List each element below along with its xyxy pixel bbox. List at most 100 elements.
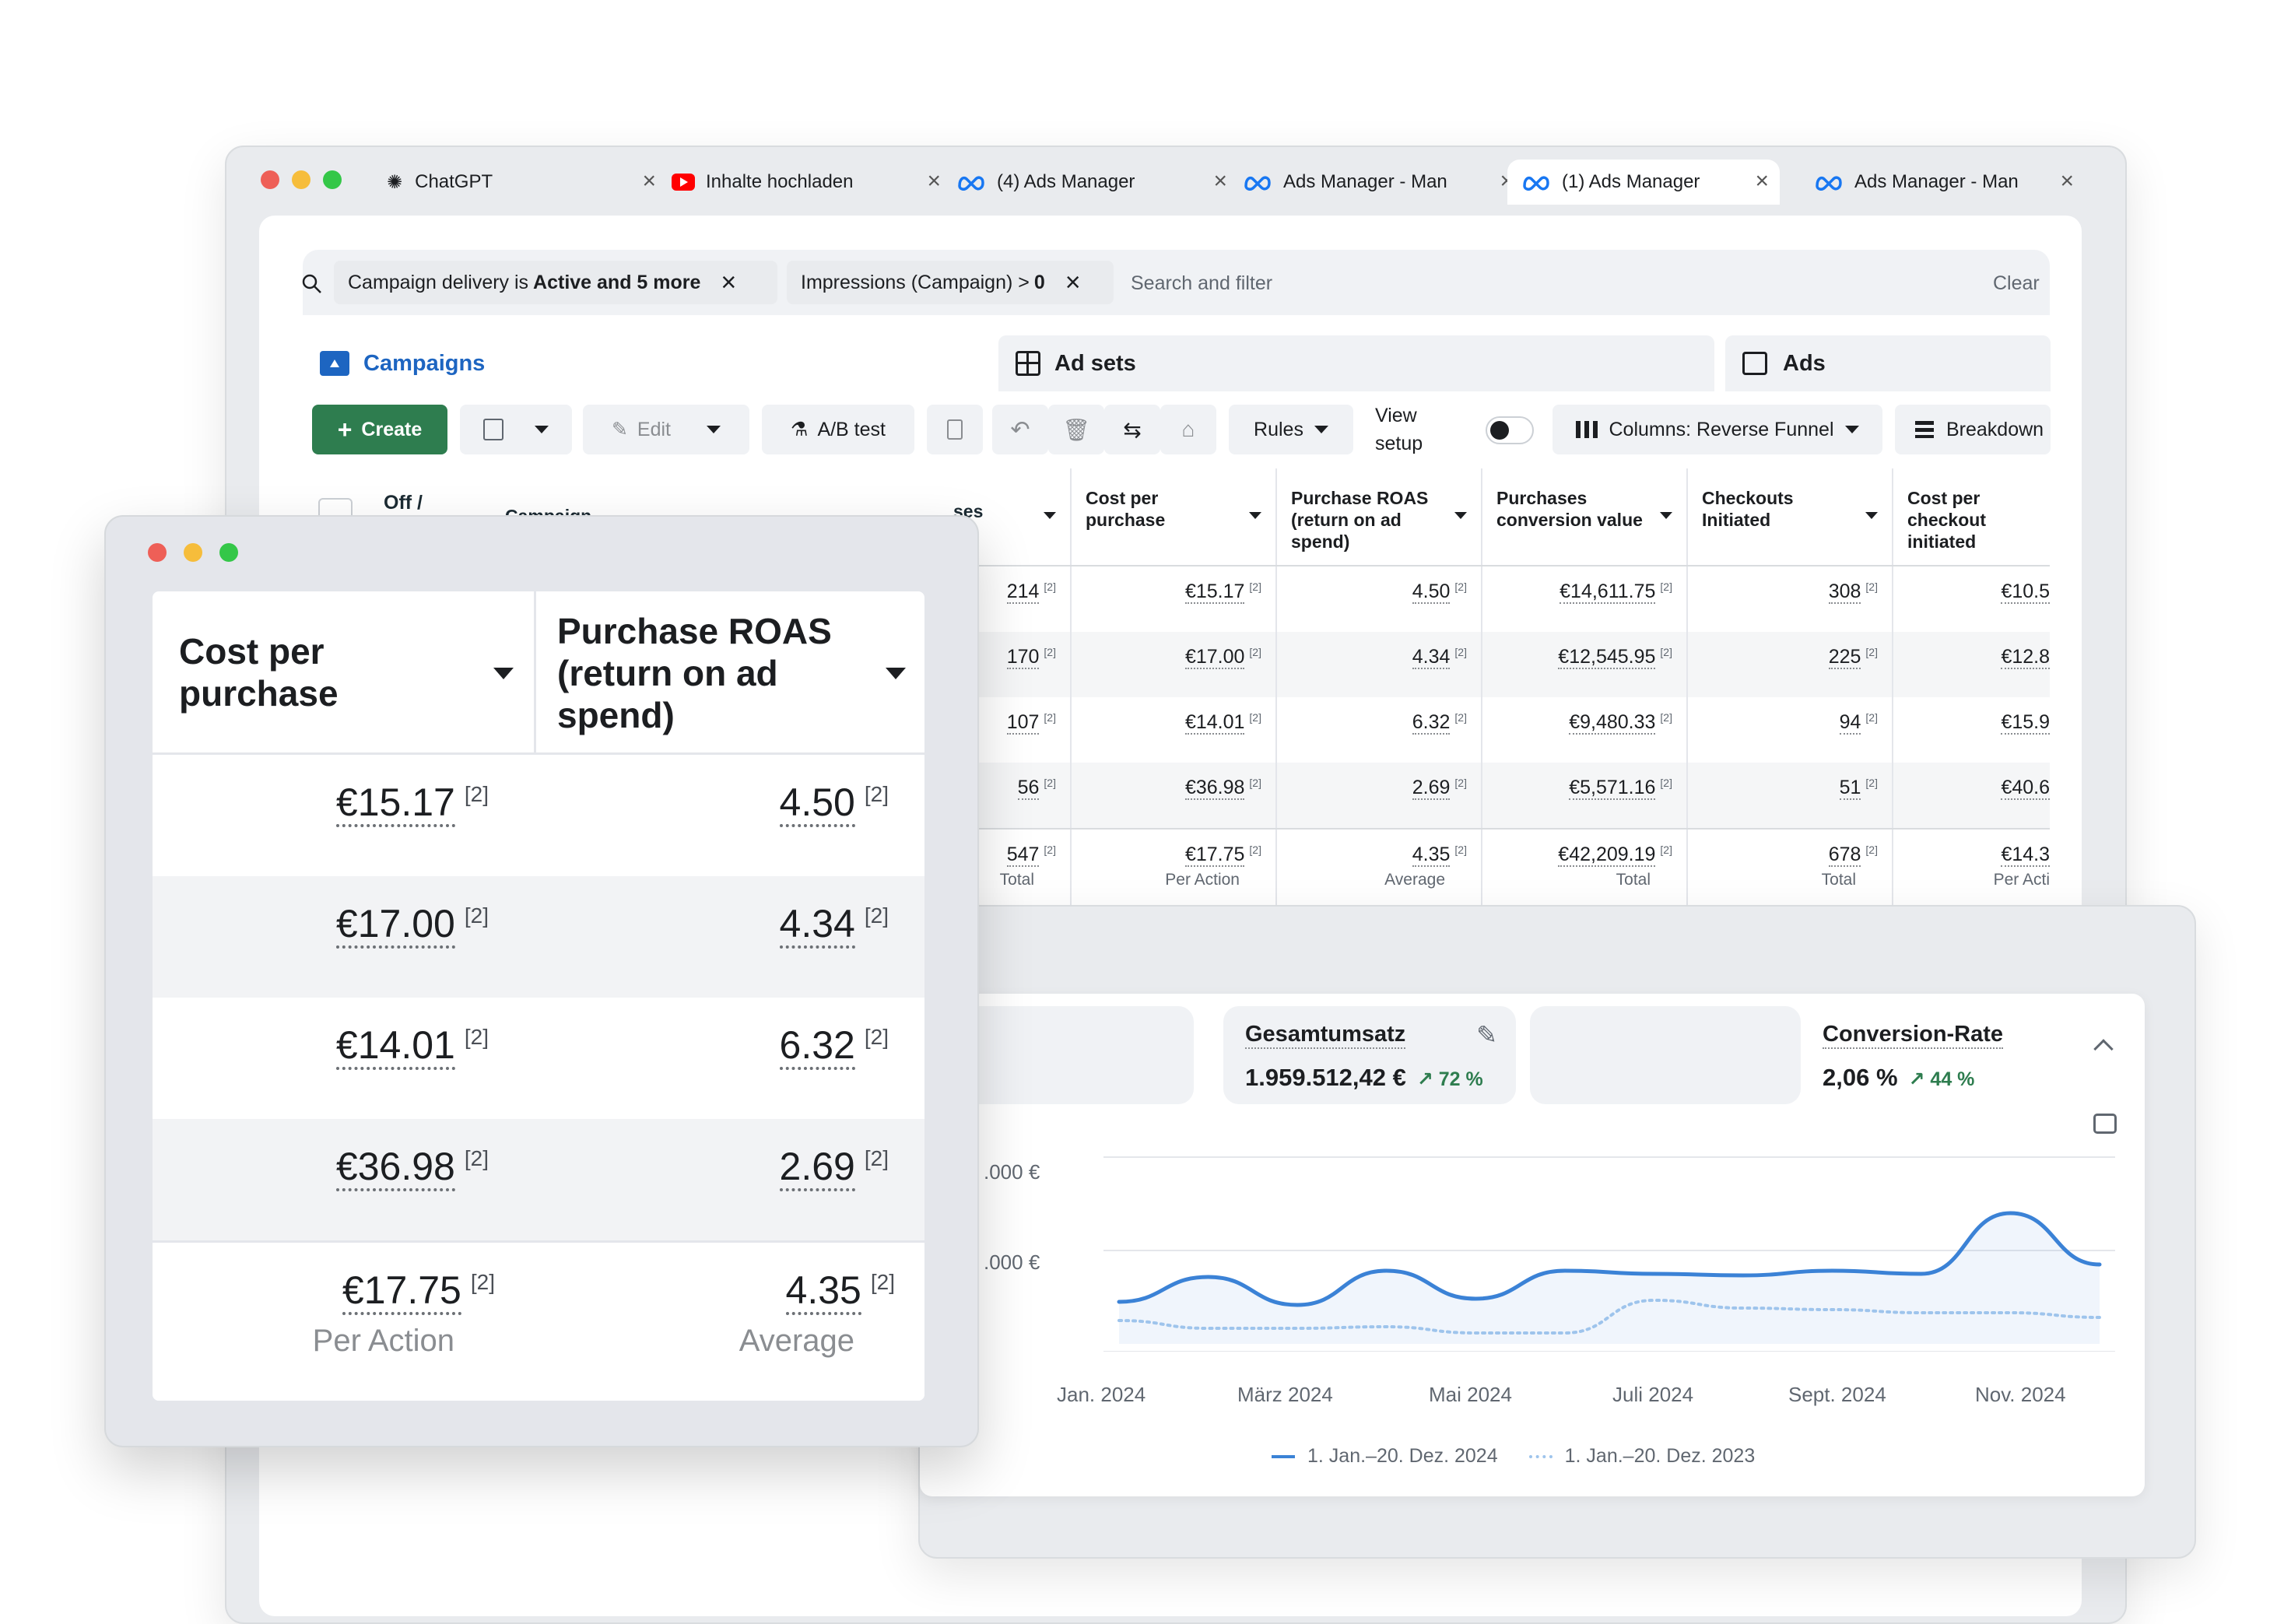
search-input[interactable]: Search and filter <box>1131 272 1273 294</box>
browser-tab-ads-manager-4[interactable]: (4) Ads Manager × <box>956 160 1238 205</box>
clear-filters-button[interactable]: Clear <box>1993 272 2040 294</box>
meta-icon <box>1523 176 1549 191</box>
filter-chip-impressions[interactable]: Impressions (Campaign) >0 × <box>787 261 1114 304</box>
zoom-row[interactable]: €14.01 [2] 6.32 [2] <box>153 998 924 1119</box>
delete-button[interactable]: 🗑 <box>1048 405 1104 454</box>
column-header-cost-per-purchase[interactable]: Cost per purchase <box>1072 468 1277 565</box>
cell-cost-per-checkout: €40.6 <box>2001 777 2050 800</box>
total-roas: 4.35 [2] Average <box>1277 830 1482 907</box>
kpi-conversion-value: 2,06 % <box>1823 1064 1898 1091</box>
column-header-cost-per-checkout[interactable]: Cost per checkout initiated <box>1907 488 1986 552</box>
collapse-chevron-icon[interactable] <box>2093 1039 2114 1059</box>
x-tick-label: Jan. 2024 <box>1057 1383 1146 1406</box>
cell-roas: 6.32 [2] <box>1277 697 1482 763</box>
legend-swatch-previous <box>1528 1454 1552 1458</box>
create-button[interactable]: + Create <box>312 405 447 454</box>
zoom-window-button[interactable] <box>219 543 238 562</box>
ab-test-button[interactable]: ⚗ A/B test <box>762 405 914 454</box>
column-header-roas[interactable]: Purchase ROAS (return on ad spend) <box>1277 468 1482 565</box>
total-purchases: 547 [2] Total <box>953 830 1072 907</box>
zoom-cell-roas: 2.69 [2] <box>534 1119 889 1240</box>
tab-ads[interactable]: Ads <box>1725 335 2051 391</box>
zoom-cell-roas: 4.50 [2] <box>534 755 889 876</box>
cell-cost-per-checkout: €15.9 <box>2001 711 2050 735</box>
duplicate-icon <box>483 419 503 440</box>
cell-purchases: 56 [2] <box>953 763 1072 828</box>
pencil-icon: ✎ <box>611 419 628 440</box>
zoom-window-button[interactable] <box>323 170 342 189</box>
duplicate-button[interactable] <box>460 405 572 454</box>
cell-cost-per-checkout: €10.5 <box>2001 581 2050 604</box>
zoom-header-roas[interactable]: Purchase ROAS (return on ad spend) <box>534 591 924 755</box>
cell-cost-per-purchase: €36.98 [2] <box>1072 763 1277 828</box>
column-header-checkouts[interactable]: Checkouts Initiated <box>1688 468 1893 565</box>
undo-button[interactable]: ↶ <box>992 405 1048 454</box>
series-area-current <box>1119 1213 2100 1344</box>
close-window-button[interactable] <box>261 170 279 189</box>
zoom-row[interactable]: €17.00 [2] 4.34 [2] <box>153 876 924 998</box>
total-conversion-value: €42,209.19 [2] Total <box>1482 830 1688 907</box>
chart-legend: 1. Jan.–20. Dez. 2024 1. Jan.–20. Dez. 2… <box>1272 1445 1755 1468</box>
close-tab-icon[interactable]: × <box>1755 168 1769 194</box>
cell-conversion-value: €9,480.33 [2] <box>1482 697 1688 763</box>
column-header-conversion-value[interactable]: Purchases conversion value <box>1482 468 1688 565</box>
revenue-line-chart <box>1103 1156 2115 1352</box>
share-button[interactable]: ⇆ <box>1104 405 1160 454</box>
cell-purchases: 170 [2] <box>953 632 1072 697</box>
browser-tab-ads-manager-man-2[interactable]: Ads Manager - Man × <box>1805 160 2085 205</box>
browser-tab-chatgpt[interactable]: ✺ ChatGPT × <box>387 160 667 205</box>
zoom-row[interactable]: €36.98 [2] 2.69 [2] <box>153 1119 924 1240</box>
browser-tab-ads-manager-man[interactable]: Ads Manager - Man × <box>1243 160 1524 205</box>
browser-tab-ads-manager-1[interactable]: (1) Ads Manager × <box>1507 160 1780 205</box>
tag-icon: ⌂ <box>1181 417 1195 441</box>
zoom-header-cost-per-purchase[interactable]: Cost per purchase <box>153 591 534 755</box>
x-tick-label: Juli 2024 <box>1612 1383 1694 1406</box>
cell-roas: 4.34 [2] <box>1277 632 1482 697</box>
columns-button[interactable]: Columns: Reverse Funnel <box>1552 405 1882 454</box>
zoom-cell-cpp: €17.00 [2] <box>153 876 489 998</box>
close-window-button[interactable] <box>148 543 167 562</box>
zoom-row[interactable]: €15.17 [2] 4.50 [2] <box>153 755 924 876</box>
search-icon <box>302 274 321 293</box>
chart-settings-icon[interactable] <box>2093 1114 2117 1134</box>
close-tab-icon[interactable]: × <box>642 168 656 194</box>
cell-conversion-value: €12,545.95 [2] <box>1482 632 1688 697</box>
breakdown-button[interactable]: Breakdown <box>1895 405 2051 454</box>
share-icon: ⇆ <box>1123 417 1142 442</box>
minimize-window-button[interactable] <box>184 543 202 562</box>
remove-filter-icon[interactable]: × <box>1065 267 1081 297</box>
rules-button[interactable]: Rules <box>1229 405 1353 454</box>
youtube-icon <box>672 174 695 191</box>
tag-button[interactable]: ⌂ <box>1160 405 1216 454</box>
close-tab-icon[interactable]: × <box>927 168 941 194</box>
view-setup-toggle[interactable] <box>1486 416 1534 444</box>
cell-cost-per-purchase: €14.01 [2] <box>1072 697 1277 763</box>
kpi-revenue-delta: ↗ 72 % <box>1416 1068 1483 1090</box>
campaign-folder-icon <box>320 351 349 376</box>
browser-tab-youtube[interactable]: Inhalte hochladen × <box>672 160 952 205</box>
clipboard-button[interactable] <box>927 405 983 454</box>
kpi-revenue-value: 1.959.512,42 € <box>1245 1064 1406 1091</box>
x-tick-label: Mai 2024 <box>1429 1383 1512 1406</box>
close-tab-icon[interactable]: × <box>2060 168 2074 194</box>
tab-campaigns[interactable]: Campaigns <box>303 335 988 391</box>
minimize-window-button[interactable] <box>292 170 310 189</box>
filter-chip-delivery[interactable]: Campaign delivery is Active and 5 more × <box>334 261 777 304</box>
cell-cost-per-purchase: €15.17 [2] <box>1072 566 1277 632</box>
edit-button[interactable]: ✎ Edit <box>583 405 749 454</box>
zoomed-metrics-table: Cost per purchase Purchase ROAS (return … <box>153 591 924 1401</box>
cell-conversion-value: €5,571.16 [2] <box>1482 763 1688 828</box>
tab-ad-sets[interactable]: Ad sets <box>998 335 1714 391</box>
edit-pencil-icon[interactable]: ✎ <box>1476 1021 1497 1049</box>
cell-purchases: 214 [2] <box>953 566 1072 632</box>
kpi-card-empty[interactable] <box>1530 1006 1801 1104</box>
kpi-card-revenue[interactable]: Gesamtumsatz ✎ 1.959.512,42 € ↗ 72 % <box>1223 1006 1516 1104</box>
meta-icon <box>1816 176 1842 191</box>
remove-filter-icon[interactable]: × <box>721 267 737 297</box>
close-tab-icon[interactable]: × <box>1213 168 1227 194</box>
columns-icon <box>1576 421 1598 438</box>
legend-swatch-current <box>1272 1454 1295 1458</box>
zoom-cell-roas: 6.32 [2] <box>534 998 889 1119</box>
cell-checkouts: 51 [2] <box>1688 763 1893 828</box>
view-setup-label: View setup <box>1375 405 1423 454</box>
